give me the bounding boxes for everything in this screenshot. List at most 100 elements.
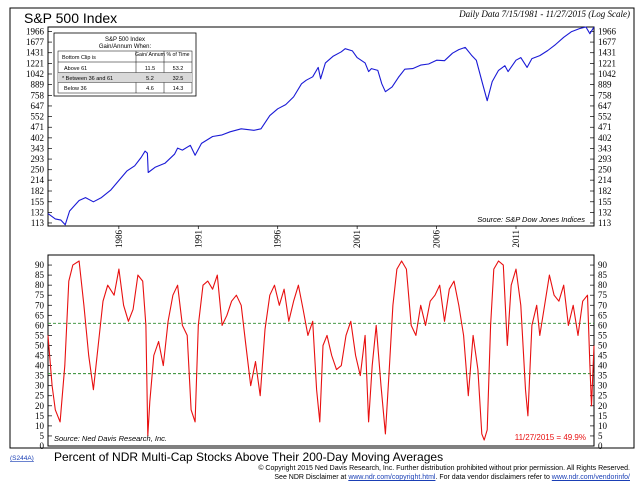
upper-y-tick-label-right: 552 xyxy=(598,112,612,122)
upper-source-label: Source: S&P Dow Jones Indices xyxy=(477,215,585,224)
lower-y-tick-label-left: 5 xyxy=(40,431,45,441)
upper-y-tick-label-right: 1677 xyxy=(598,37,617,47)
lower-y-tick-label-left: 40 xyxy=(35,361,45,371)
table-row-gain: 5.2 xyxy=(146,76,154,82)
table-header-time: % of Time xyxy=(166,52,189,58)
vendor-info-link[interactable]: www.ndr.com/vendorinfo/ xyxy=(551,474,630,481)
lower-y-tick-label-left: 80 xyxy=(35,280,45,290)
lower-y-tick-label-left: 50 xyxy=(35,340,45,350)
upper-y-tick-label-left: 155 xyxy=(31,197,45,207)
table-header-label: Bottom Clip is xyxy=(62,55,96,61)
copyright-line: © Copyright 2015 Ned Davis Research, Inc… xyxy=(258,465,630,472)
lower-y-tick-label-left: 45 xyxy=(35,351,45,361)
lower-y-tick-label-left: 0 xyxy=(40,441,45,451)
upper-plot-frame xyxy=(47,26,595,227)
upper-y-tick-label-right: 402 xyxy=(598,133,612,143)
upper-y-tick-label-left: 343 xyxy=(31,144,45,154)
copyright-text: © Copyright 2015 Ned Davis Research, Inc… xyxy=(258,465,630,472)
lower-y-tick-label-right: 50 xyxy=(598,340,608,350)
lower-y-tick-label-left: 85 xyxy=(35,270,45,280)
table-row-time: 32.5 xyxy=(173,76,184,82)
lower-y-tick-label-right: 0 xyxy=(598,441,603,451)
lower-y-tick-label-right: 65 xyxy=(598,310,608,320)
x-tick-label: 2011 xyxy=(511,230,521,248)
upper-chart-subtitle: Daily Data 7/15/1981 - 11/27/2015 (Log S… xyxy=(458,9,630,19)
lower-y-tick-label-left: 55 xyxy=(35,330,45,340)
upper-y-tick-label-left: 214 xyxy=(31,175,45,185)
upper-y-tick-label-left: 647 xyxy=(31,101,45,111)
lower-y-tick-label-left: 30 xyxy=(35,381,45,391)
table-row-gain: 11.5 xyxy=(145,66,155,72)
table-row-gain: 4.6 xyxy=(146,86,154,92)
breadth-series-line xyxy=(47,260,595,441)
table-title-line2: Gain/Annum When: xyxy=(99,44,152,50)
upper-y-tick-label-right: 1966 xyxy=(598,26,617,36)
x-tick-label: 1991 xyxy=(193,230,203,248)
upper-y-tick-label-left: 1677 xyxy=(26,37,45,47)
lower-y-tick-label-right: 45 xyxy=(598,351,608,361)
upper-y-tick-label-right: 155 xyxy=(598,197,612,207)
x-tick-label: 1996 xyxy=(273,230,283,249)
lower-y-tick-label-right: 75 xyxy=(598,290,608,300)
upper-y-tick-label-right: 182 xyxy=(598,186,612,196)
upper-y-tick-label-right: 647 xyxy=(598,101,612,111)
upper-y-tick-label-left: 758 xyxy=(31,90,45,100)
lower-source-label: Source: Ned Davis Research, Inc. xyxy=(54,434,167,443)
lower-y-tick-label-right: 10 xyxy=(598,421,608,431)
upper-y-tick-label-left: 1966 xyxy=(26,26,45,36)
chart-code-label: (S244A) xyxy=(10,455,34,462)
lower-y-tick-label-right: 70 xyxy=(598,300,608,310)
lower-chart-title: Percent of NDR Multi-Cap Stocks Above Th… xyxy=(54,450,443,464)
sp500-series-line xyxy=(47,26,595,226)
lower-y-tick-label-right: 15 xyxy=(598,411,608,421)
disclaimer-prefix: See NDR Disclaimer at xyxy=(274,474,349,481)
lower-y-tick-label-right: 55 xyxy=(598,330,608,340)
table-row-time: 14.3 xyxy=(173,86,184,92)
lower-y-tick-label-right: 85 xyxy=(598,270,608,280)
upper-y-tick-label-right: 113 xyxy=(598,218,612,228)
upper-y-tick-label-left: 132 xyxy=(31,208,45,218)
lower-y-tick-label-left: 70 xyxy=(35,300,45,310)
upper-y-tick-label-right: 250 xyxy=(598,165,612,175)
upper-y-tick-label-right: 471 xyxy=(598,122,612,132)
lower-y-tick-label-right: 80 xyxy=(598,280,608,290)
lower-y-tick-label-left: 35 xyxy=(35,371,45,381)
lower-y-tick-label-right: 5 xyxy=(598,431,603,441)
lower-y-tick-label-right: 40 xyxy=(598,361,608,371)
upper-y-tick-label-left: 471 xyxy=(31,122,45,132)
upper-y-tick-label-right: 132 xyxy=(598,208,612,218)
upper-y-tick-label-left: 250 xyxy=(31,165,45,175)
disclaimer-line: See NDR Disclaimer at www.ndr.com/copyri… xyxy=(274,474,630,481)
upper-y-tick-label-right: 343 xyxy=(598,144,612,154)
lower-y-tick-label-left: 25 xyxy=(35,391,45,401)
lower-y-tick-label-right: 20 xyxy=(598,401,608,411)
upper-y-tick-label-left: 293 xyxy=(31,154,45,164)
table-header-gain: Gain/ Annum xyxy=(135,52,165,58)
upper-y-tick-label-left: 182 xyxy=(31,186,45,196)
lower-y-tick-label-left: 90 xyxy=(35,260,45,270)
upper-y-tick-label-left: 402 xyxy=(31,133,45,143)
outer-frame xyxy=(9,7,635,449)
table-row-label: Above 61 xyxy=(64,66,87,72)
copyright-link[interactable]: www.ndr.com/copyright.html xyxy=(348,474,436,481)
gain-annum-table: S&P 500 Index Gain/Annum When: Bottom Cl… xyxy=(53,32,197,97)
upper-y-tick-label-right: 1042 xyxy=(598,69,616,79)
lower-y-tick-label-right: 30 xyxy=(598,381,608,391)
upper-y-tick-label-right: 1221 xyxy=(598,58,616,68)
x-tick-label: 1986 xyxy=(114,230,124,249)
lower-y-tick-label-right: 25 xyxy=(598,391,608,401)
upper-y-tick-label-right: 293 xyxy=(598,154,612,164)
table-row-label: Below 36 xyxy=(64,86,87,92)
lower-y-tick-label-left: 75 xyxy=(35,290,45,300)
upper-chart-title: S&P 500 Index xyxy=(24,10,117,26)
lower-y-tick-label-left: 65 xyxy=(35,310,45,320)
disclaimer-mid: . For data vendor disclaimers refer to xyxy=(435,474,552,481)
table-row-label: * Between 36 and 61 xyxy=(62,76,113,82)
lower-y-tick-label-left: 20 xyxy=(35,401,45,411)
upper-y-tick-label-left: 889 xyxy=(31,80,45,90)
upper-y-tick-label-right: 214 xyxy=(598,175,612,185)
latest-value-annotation: 11/27/2015 = 49.9% xyxy=(515,433,586,442)
x-tick-label: 2001 xyxy=(352,230,362,248)
upper-y-tick-label-right: 889 xyxy=(598,80,612,90)
